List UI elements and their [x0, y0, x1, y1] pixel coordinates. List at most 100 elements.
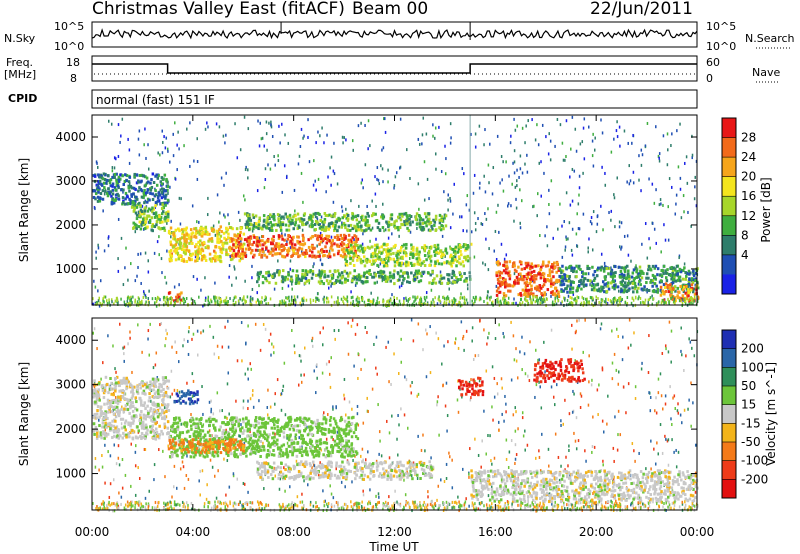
power-noise-cell	[461, 215, 463, 219]
velocity-noise-cell	[217, 469, 219, 473]
power-cell	[272, 235, 275, 239]
power-cell	[466, 254, 470, 258]
power-cell	[445, 251, 449, 255]
power-cell	[620, 280, 624, 284]
power-cell	[676, 286, 680, 290]
power-cell	[605, 289, 609, 293]
velocity-noise-cell	[357, 423, 360, 427]
power-cell	[595, 274, 599, 278]
velocity-noise-cell	[242, 481, 245, 485]
power-cell	[212, 249, 216, 253]
power-cell	[409, 252, 413, 256]
velocity-noise-cell	[262, 322, 265, 326]
power-cell	[243, 212, 247, 216]
power-noise-cell	[286, 239, 288, 243]
power-cell	[383, 278, 386, 282]
velocity-noise-cell	[251, 393, 254, 397]
power-cell	[513, 264, 516, 268]
power-noise-cell	[287, 141, 290, 145]
power-cell	[603, 290, 606, 294]
power-cell	[447, 297, 450, 301]
power-cell	[462, 264, 466, 268]
velocity-noise-cell	[378, 452, 380, 456]
power-cell	[175, 240, 178, 244]
velocity-noise-cell	[562, 422, 565, 426]
power-noise-cell	[444, 144, 446, 148]
power-cell	[167, 212, 170, 216]
power-noise-cell	[278, 124, 280, 128]
power-cell	[497, 263, 500, 267]
power-cell	[465, 279, 468, 283]
power-cell	[339, 233, 343, 237]
power-cell	[304, 271, 307, 275]
velocity-noise-cell	[436, 498, 438, 502]
velocity-noise-cell	[649, 409, 652, 413]
power-cell	[252, 234, 256, 238]
power-cell	[126, 297, 129, 301]
power-cell	[340, 236, 344, 240]
power-cell	[612, 298, 614, 302]
power-cell	[502, 269, 506, 273]
velocity-noise-cell	[613, 352, 616, 356]
power-cell	[551, 265, 555, 269]
power-cell	[684, 297, 686, 301]
power-cell	[277, 217, 280, 221]
power-cell	[142, 195, 145, 199]
power-noise-cell	[484, 212, 486, 216]
velocity-noise-cell	[591, 378, 593, 382]
power-noise-cell	[270, 120, 272, 124]
power-cell	[411, 252, 415, 256]
power-noise-cell	[653, 227, 656, 231]
power-cell	[542, 296, 545, 300]
power-cell	[161, 187, 164, 191]
power-noise-cell	[155, 304, 158, 308]
power-cell	[190, 232, 193, 236]
power-cell	[551, 292, 555, 296]
velocity-noise-cell	[694, 443, 697, 447]
power-cell	[373, 271, 376, 275]
power-noise-cell	[158, 253, 160, 257]
power-cell	[364, 221, 368, 225]
power-cell	[591, 302, 593, 306]
power-noise-cell	[103, 249, 106, 253]
power-cell	[664, 269, 667, 273]
velocity-noise-cell	[657, 452, 660, 456]
power-noise-cell	[207, 196, 209, 200]
power-cell	[576, 288, 579, 292]
velocity-noise-cell	[102, 361, 104, 365]
power-cell	[113, 302, 115, 306]
power-cell	[336, 237, 339, 241]
power-cell	[345, 297, 347, 301]
velocity-noise-cell	[422, 348, 424, 352]
power-noise-cell	[313, 262, 315, 266]
power-cell	[409, 214, 413, 218]
power-noise-cell	[684, 161, 686, 165]
power-cell	[586, 297, 588, 301]
power-cell	[181, 232, 184, 236]
power-noise-cell	[314, 179, 316, 183]
power-noise-cell	[487, 290, 489, 294]
power-cell	[336, 229, 339, 233]
power-noise-cell	[587, 246, 589, 250]
velocity-noise-cell	[560, 423, 562, 427]
velocity-noise-cell	[356, 412, 359, 416]
power-cell	[507, 289, 510, 293]
power-noise-cell	[200, 288, 202, 292]
velocity-noise-cell	[621, 358, 624, 362]
power-cell	[388, 300, 391, 304]
power-noise-cell	[576, 212, 578, 216]
power-noise-cell	[549, 139, 552, 143]
power-cell	[344, 261, 348, 265]
power-cell	[382, 299, 385, 303]
power-cell	[301, 274, 304, 278]
power-cell	[682, 285, 686, 289]
power-cell	[180, 291, 183, 295]
power-cell	[286, 277, 290, 281]
power-cell	[196, 252, 200, 256]
velocity-noise-cell	[366, 331, 368, 335]
power-cell	[170, 296, 172, 300]
power-cell	[271, 215, 274, 219]
power-noise-cell	[300, 250, 303, 254]
power-noise-cell	[548, 132, 550, 136]
power-cell	[113, 186, 117, 190]
